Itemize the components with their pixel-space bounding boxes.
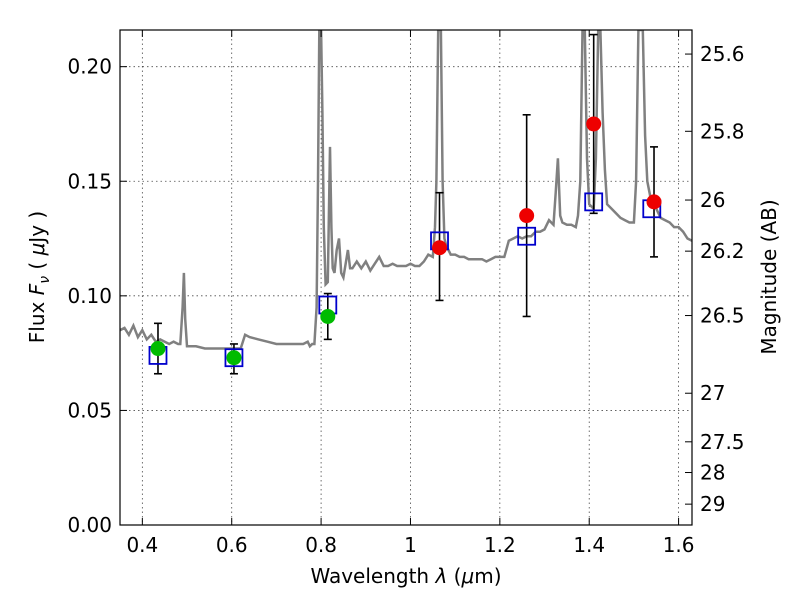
y-tick-label: 0.20: [67, 55, 112, 79]
circle-marker: [519, 208, 535, 224]
y2-tick-label: 29: [700, 492, 725, 516]
y-axis-label: Flux Fν ( μJy ): [25, 211, 53, 343]
y2-tick-label: 26.2: [700, 239, 745, 263]
y2-tick-label: 27.5: [700, 430, 745, 454]
x-tick-label: 1.2: [484, 533, 516, 557]
y2-tick-label: 28: [700, 461, 725, 485]
y2-tick-label: 27: [700, 381, 725, 405]
circle-marker: [150, 341, 166, 357]
y-tick-label: 0.15: [67, 169, 112, 193]
y-tick-label: 0.10: [67, 284, 112, 308]
square-marker: [517, 226, 537, 246]
circle-marker: [586, 116, 602, 132]
plot-frame: [119, 29, 693, 526]
x-tick-label: 0.6: [216, 533, 248, 557]
y2-tick-label: 25.8: [700, 119, 745, 143]
axis-ticks: 0.4 0.6 0.8 1 1.2 1.4 1.6 0.00 0.05 0.10 0.15 0.20 2…: [67, 30, 745, 557]
y2-tick-label: 26.5: [700, 304, 745, 328]
y2-tick-label: 25.6: [700, 42, 745, 66]
x-tick-label: 0.8: [305, 533, 337, 557]
y2-tick-label: 26: [700, 188, 725, 212]
grid-lines: [120, 30, 692, 526]
y-tick-label: 0.00: [67, 513, 112, 537]
x-tick-label: 0.4: [126, 533, 158, 557]
circle-marker: [320, 308, 336, 324]
circle-marker: [646, 194, 662, 210]
model-spectrum-line: [120, 30, 692, 350]
circle-marker: [432, 240, 448, 256]
square-marker: [224, 348, 244, 368]
y-tick-label: 0.05: [67, 398, 112, 422]
x-axis-label: Wavelength λ (μm): [310, 564, 501, 588]
circle-marker: [226, 350, 242, 366]
x-tick-label: 1.4: [573, 533, 605, 557]
data-markers: [148, 33, 662, 375]
square-marker: [584, 192, 604, 212]
x-tick-label: 1: [404, 533, 417, 557]
x-tick-label: 1.6: [663, 533, 695, 557]
y2-axis-label: Magnitude (AB): [757, 199, 781, 354]
